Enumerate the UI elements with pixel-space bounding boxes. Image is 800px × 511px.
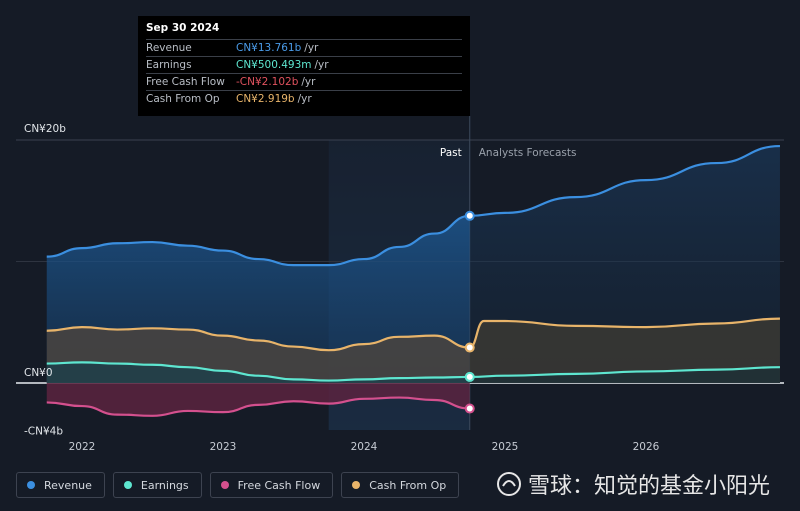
revenue-point <box>464 210 475 221</box>
forecast-label: Analysts Forecasts <box>479 147 577 159</box>
tooltip-unit: /yr <box>314 59 329 71</box>
y-tick-label: CN¥0 <box>24 367 53 379</box>
x-tick-label: 2025 <box>492 441 519 453</box>
past-label: Past <box>440 147 462 159</box>
tooltip-date: Sep 30 2024 <box>146 22 220 34</box>
tooltip-row-earnings: Earnings CN¥500.493m /yr <box>146 56 462 73</box>
legend: Revenue Earnings Free Cash Flow Cash Fro… <box>16 472 460 498</box>
tooltip-unit: /yr <box>297 93 312 105</box>
watermark-text: 雪球：知觉的基金小阳光 <box>528 474 771 499</box>
legend-label: Cash From Op <box>369 478 447 492</box>
free-cash-flow-point <box>464 403 475 414</box>
fcf-dot-icon <box>220 481 229 489</box>
tooltip-label: Free Cash Flow <box>146 76 225 88</box>
earnings-point <box>464 371 475 382</box>
tooltip-row-cfo: Cash From Op CN¥2.919b /yr <box>146 90 462 107</box>
cash-from-op-line <box>46 317 780 352</box>
cfo-dot-icon <box>352 481 361 489</box>
legend-item-fcf[interactable]: Free Cash Flow <box>209 472 334 498</box>
legend-item-revenue[interactable]: Revenue <box>16 472 105 498</box>
watermark: 雪球：知觉的基金小阳光 <box>496 468 770 500</box>
tooltip-value: CN¥2.919b <box>236 93 295 105</box>
x-tick-label: 2022 <box>69 441 96 453</box>
earnings-forecast-area <box>469 367 780 383</box>
tooltip-unit: /yr <box>301 76 316 88</box>
tooltip: Sep 30 2024 Revenue CN¥13.761b /yr Earni… <box>138 16 470 116</box>
free-cash-flow-area <box>46 383 470 416</box>
x-tick-label: 2024 <box>351 441 378 453</box>
x-tick-label: 2026 <box>633 441 660 453</box>
earnings-line <box>46 361 780 382</box>
x-tick-label: 2023 <box>210 441 237 453</box>
cash-from-op-point <box>464 342 475 353</box>
cash-from-op-forecast-area <box>469 318 780 383</box>
tooltip-row-revenue: Revenue CN¥13.761b /yr <box>146 39 462 56</box>
legend-label: Earnings <box>140 478 189 492</box>
earnings-area <box>46 362 470 383</box>
tooltip-unit: /yr <box>304 42 319 54</box>
tooltip-value: CN¥500.493m <box>236 59 312 71</box>
earnings-dot-icon <box>123 481 132 489</box>
tooltip-value: -CN¥2.102b <box>236 76 299 88</box>
y-tick-label: -CN¥4b <box>24 426 63 438</box>
revenue-line <box>46 144 780 267</box>
legend-label: Revenue <box>44 478 92 492</box>
tooltip-value: CN¥13.761b <box>236 42 302 54</box>
y-tick-label: CN¥20b <box>24 123 66 135</box>
free-cash-flow-line <box>46 396 470 417</box>
tooltip-label: Cash From Op <box>146 93 220 105</box>
tooltip-label: Revenue <box>146 42 192 54</box>
tooltip-label: Earnings <box>146 59 192 71</box>
legend-label: Free Cash Flow <box>237 478 321 492</box>
revenue-dot-icon <box>27 481 35 489</box>
legend-item-earnings[interactable]: Earnings <box>112 472 202 498</box>
tooltip-row-fcf: Free Cash Flow -CN¥2.102b /yr <box>146 73 462 90</box>
legend-item-cfo[interactable]: Cash From Op <box>341 472 460 498</box>
snowball-logo-icon <box>497 472 521 496</box>
